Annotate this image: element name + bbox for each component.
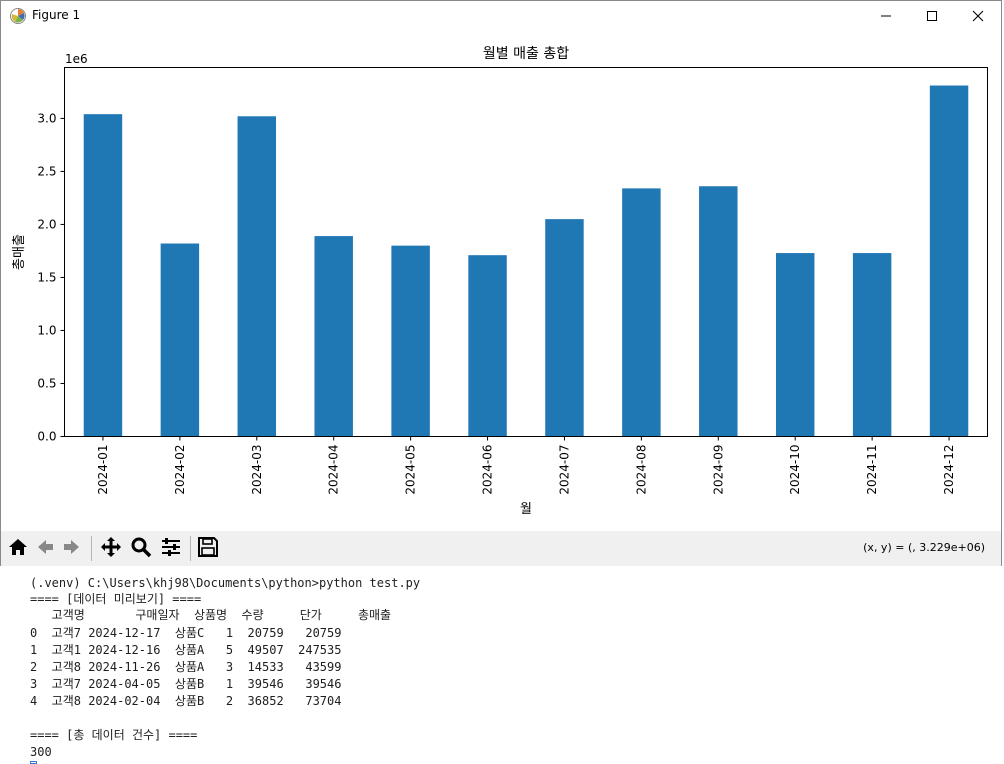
figure-window: Figure 1 월별 매출 총합 1e6 0.0 0.5 1.0 1.5 2.0 2.5… bbox=[0, 0, 1002, 566]
pan-icon bbox=[100, 536, 122, 562]
bar-chart: 월별 매출 총합 1e6 0.0 0.5 1.0 1.5 2.0 2.5 3.0 2024-… bbox=[12, 46, 988, 517]
bar-2024-04 bbox=[314, 236, 353, 437]
x-tick-label: 2024-12 bbox=[942, 445, 956, 495]
cursor-coordinates: (x, y) = (, 3.229e+06) bbox=[863, 541, 985, 554]
bar-2024-07 bbox=[545, 219, 584, 437]
y-tick-label: 3.0 bbox=[37, 111, 56, 125]
figure-canvas[interactable]: 월별 매출 총합 1e6 0.0 0.5 1.0 1.5 2.0 2.5 3.0 2024-… bbox=[1, 31, 1001, 531]
y-tick-label: 0.5 bbox=[37, 376, 56, 390]
bar-2024-01 bbox=[83, 114, 123, 437]
window-title: Figure 1 bbox=[32, 8, 81, 22]
back-button[interactable] bbox=[33, 537, 57, 561]
close-icon bbox=[972, 7, 984, 26]
close-button[interactable] bbox=[955, 1, 1001, 31]
x-tick-label: 2024-01 bbox=[96, 445, 110, 495]
y-tick-label: 0.0 bbox=[37, 430, 56, 444]
y-tick-label: 2.5 bbox=[37, 164, 56, 178]
terminal-line: (.venv) C:\Users\khj98\Documents\python>… bbox=[30, 576, 421, 590]
pan-button[interactable] bbox=[99, 537, 123, 561]
x-tick-label: 2024-02 bbox=[173, 445, 187, 495]
zoom-icon bbox=[130, 536, 152, 562]
bar-2024-06 bbox=[468, 255, 507, 437]
navigation-toolbar: (x, y) = (, 3.229e+06) bbox=[1, 531, 1001, 566]
bar-2024-12 bbox=[929, 85, 969, 437]
zoom-button[interactable] bbox=[129, 537, 153, 561]
forward-icon bbox=[61, 536, 83, 562]
x-tick-label: 2024-08 bbox=[634, 445, 648, 495]
terminal-line: ==== [총 데이터 건수] ==== bbox=[30, 728, 198, 742]
configure-subplots-button[interactable] bbox=[159, 537, 183, 561]
matplotlib-app-icon bbox=[9, 7, 27, 25]
terminal-line: 300 bbox=[30, 745, 52, 759]
terminal-line: 0 고객7 2024-12-17 상품C 1 20759 20759 bbox=[30, 626, 342, 640]
forward-button[interactable] bbox=[60, 537, 84, 561]
x-axis-label: 월 bbox=[520, 502, 532, 517]
x-tick-label: 2024-03 bbox=[250, 445, 264, 495]
terminal-line: 4 고객8 2024-02-04 상품B 2 36852 73704 bbox=[30, 694, 342, 708]
maximize-button[interactable] bbox=[909, 1, 955, 31]
back-icon bbox=[34, 536, 56, 562]
x-tick-label: 2024-10 bbox=[788, 445, 802, 495]
x-tick-label: 2024-11 bbox=[865, 445, 879, 495]
bar-2024-03 bbox=[237, 116, 277, 437]
x-tick-label: 2024-05 bbox=[404, 445, 418, 495]
x-tick-label: 2024-07 bbox=[557, 445, 571, 495]
terminal-console[interactable]: (.venv) C:\Users\khj98\Documents\python>… bbox=[0, 566, 1004, 764]
terminal-line: ==== [데이터 미리보기] ==== bbox=[30, 592, 202, 606]
bar-2024-05 bbox=[391, 245, 430, 437]
save-button[interactable] bbox=[196, 537, 220, 561]
terminal-line: 3 고객7 2024-04-05 상품B 1 39546 39546 bbox=[30, 677, 342, 691]
terminal-line: 고객명 구매일자 상품명 수량 단가 총매출 bbox=[30, 608, 392, 622]
save-icon bbox=[197, 536, 219, 562]
chart-title: 월별 매출 총합 bbox=[483, 46, 569, 62]
bar-2024-08 bbox=[622, 188, 661, 437]
minimize-icon bbox=[880, 7, 892, 26]
home-button[interactable] bbox=[6, 537, 30, 561]
maximize-icon bbox=[926, 7, 938, 26]
x-tick-label: 2024-06 bbox=[481, 445, 495, 495]
y-tick-label: 1.0 bbox=[37, 323, 56, 337]
y-tick-label: 1.5 bbox=[37, 270, 56, 284]
y-offset-label: 1e6 bbox=[65, 52, 88, 66]
configure-subplots-icon bbox=[160, 536, 182, 562]
bar-2024-02 bbox=[160, 243, 200, 437]
y-tick-label: 2.0 bbox=[37, 217, 56, 231]
minimize-button[interactable] bbox=[863, 1, 909, 31]
terminal-line: 2 고객8 2024-11-26 상품A 3 14533 43599 bbox=[30, 660, 342, 674]
title-bar[interactable]: Figure 1 bbox=[1, 1, 1001, 31]
terminal-line: 1 고객1 2024-12-16 상품A 5 49507 247535 bbox=[30, 643, 342, 657]
home-icon bbox=[7, 536, 29, 562]
bar-2024-11 bbox=[852, 253, 892, 437]
toolbar-separator bbox=[91, 536, 92, 561]
bar-2024-10 bbox=[775, 253, 815, 437]
x-tick-label: 2024-09 bbox=[711, 445, 725, 495]
y-axis-label: 총매출 bbox=[12, 234, 27, 270]
bar-2024-09 bbox=[699, 186, 738, 437]
x-tick-label: 2024-04 bbox=[327, 445, 341, 495]
plot-frame bbox=[64, 67, 988, 437]
toolbar-separator bbox=[190, 536, 191, 561]
